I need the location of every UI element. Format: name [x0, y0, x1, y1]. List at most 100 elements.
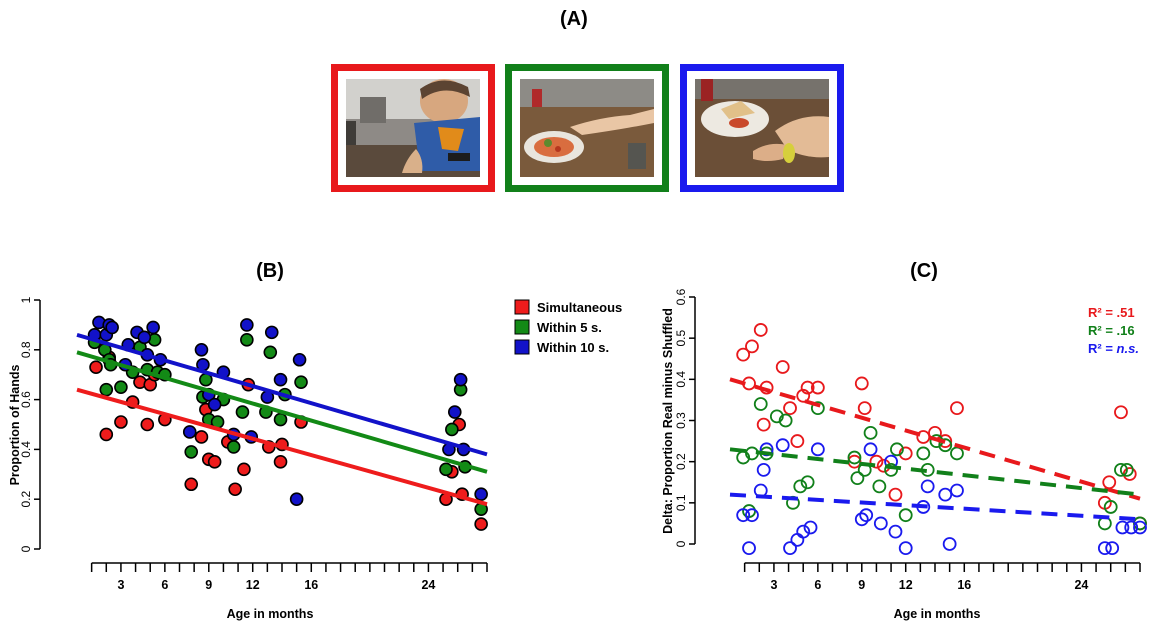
chart-b-point	[240, 318, 254, 332]
chart-b-point	[235, 405, 250, 419]
chart-b-point	[442, 442, 456, 457]
chart-b: (B) 0 0.2 0.4 0.6 0.8 1 Proportion of Hands 3 6 9 1…	[8, 260, 488, 621]
chart-b-point	[137, 330, 152, 345]
chart-c-point	[938, 438, 953, 453]
child-view-photo	[520, 79, 654, 177]
chart-b-point	[237, 462, 251, 477]
chart-b-point	[184, 477, 199, 492]
chart-b-point	[102, 318, 117, 332]
chart-b-point	[216, 365, 231, 380]
chart-b-point	[194, 342, 209, 357]
chart-b-point	[453, 372, 468, 387]
chart-c-point	[847, 450, 862, 465]
chart-b-point	[263, 345, 278, 360]
chart-c-point	[850, 471, 865, 486]
chart-c-point	[1114, 405, 1128, 420]
chart-b-point	[182, 425, 197, 439]
chart-c-y-tick-label: 0.3	[674, 412, 688, 429]
chart-c-point	[872, 479, 887, 494]
chart-b-x-tick-label: 16	[304, 578, 318, 592]
chart-b-fit-line-2	[76, 332, 488, 457]
chart-c-x-tick-label: 6	[814, 578, 821, 592]
r-squared-annotation: R² = .51	[1088, 305, 1135, 320]
chart-c-x-tick-label: 12	[899, 578, 913, 592]
chart-c-point	[942, 537, 957, 551]
chart-c-point	[1097, 495, 1112, 510]
chart-c-fit-line-0	[729, 377, 1141, 501]
chart-b-point	[240, 333, 254, 347]
chart-b-point	[452, 417, 466, 432]
chart-c-point	[1114, 462, 1128, 477]
chart-c-point	[1122, 467, 1137, 481]
chart-b-point	[275, 437, 289, 452]
chart-b-series-0	[89, 350, 488, 531]
chart-b-point	[445, 465, 459, 479]
chart-c-point	[890, 442, 904, 457]
chart-c-fit-line-1	[729, 447, 1141, 497]
chart-c-point	[898, 508, 913, 523]
chart-b-point	[92, 315, 106, 330]
chart-b-point	[210, 415, 225, 429]
chart-c-point	[753, 397, 768, 411]
chart-c-title: (C)	[910, 260, 938, 282]
chart-c-fit-line-2	[729, 492, 1141, 522]
chart-b-point	[125, 365, 140, 380]
chart-b-point	[474, 517, 488, 531]
chart-b-point	[199, 402, 213, 417]
chart-c-point	[928, 425, 942, 440]
chart-c-point	[745, 339, 759, 354]
chart-c-point	[854, 512, 869, 527]
chart-c-point	[898, 446, 913, 461]
chart-b-point	[264, 325, 279, 340]
chart-b-point	[133, 375, 147, 389]
chart-b-point	[196, 357, 210, 372]
chart-b-point	[273, 412, 288, 427]
chart-c-point	[938, 487, 953, 502]
chart-c-point	[803, 520, 818, 535]
chart-b-point	[114, 380, 128, 394]
chart-b-point	[98, 342, 112, 357]
chart-b-point	[147, 367, 162, 382]
chart-c-point	[810, 442, 825, 457]
chart-b-point	[458, 460, 472, 474]
chart-b-point	[262, 440, 276, 454]
chart-b-point	[201, 387, 216, 402]
chart-c-point	[783, 401, 797, 416]
chart-c-series-2	[736, 438, 1147, 556]
photo-frame-simultaneous	[331, 64, 495, 192]
chart-b-point	[294, 415, 308, 429]
chart-c-point	[950, 483, 964, 498]
chart-b-point	[447, 405, 462, 419]
chart-c-point	[778, 413, 793, 428]
chart-c-y-label: Delta: Proportion Real minus Shuffled	[661, 308, 675, 534]
legend-label: Within 5 s.	[537, 320, 602, 335]
chart-c-point	[898, 541, 913, 556]
chart-b-point	[201, 452, 216, 467]
chart-b-x-label: Age in months	[227, 607, 314, 621]
chart-b-point	[260, 390, 275, 404]
chart-b-fit-line-0	[76, 387, 488, 507]
chart-c-point	[920, 462, 935, 477]
legend-swatch	[514, 319, 530, 335]
chart-c-series-0	[736, 323, 1147, 531]
chart-b-y-tick-label: 0.6	[19, 391, 33, 408]
photo-frame-within-5s	[505, 64, 669, 192]
chart-c-point	[1097, 541, 1112, 556]
chart-b-point	[289, 492, 304, 507]
chart-c-point	[736, 347, 751, 362]
chart-c-point	[756, 462, 771, 477]
chart-c-y-tick-label: 0.6	[674, 288, 688, 305]
chart-b-point	[259, 405, 273, 419]
chart-b-series-1	[87, 333, 488, 516]
chart-c-point	[759, 442, 774, 457]
chart-c-point	[753, 483, 768, 498]
r-squared-annotation: R² = n.s.	[1088, 341, 1139, 356]
chart-b-point	[273, 372, 288, 387]
chart-b-y-tick-label: 1	[19, 296, 33, 303]
chart-b-point	[103, 357, 118, 372]
chart-c-point	[929, 434, 944, 448]
chart-b-point	[143, 377, 158, 392]
chart-b-y-label: Proportion of Hands	[8, 365, 22, 486]
chart-b-point	[150, 365, 165, 380]
chart-b-point	[241, 377, 256, 392]
